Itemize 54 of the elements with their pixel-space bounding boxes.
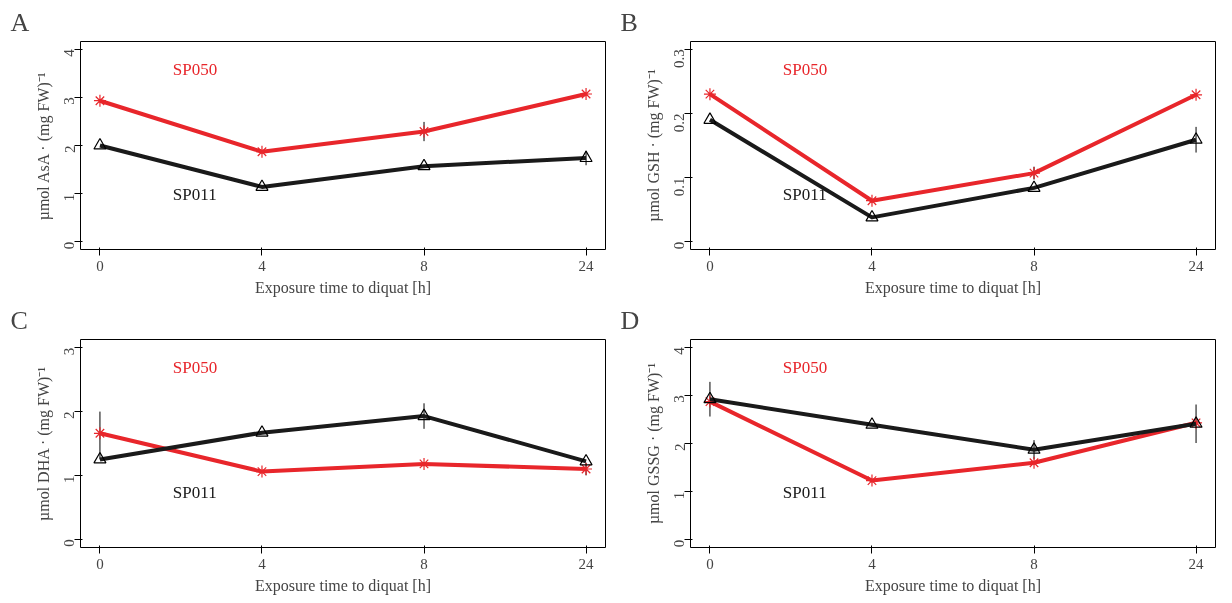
x-tick-label: 24 <box>1188 555 1205 572</box>
x-tick-label: 24 <box>1188 257 1205 274</box>
series-label: SP011 <box>782 184 827 204</box>
text: SP050 <box>782 59 828 79</box>
y-tick-label: 0.1 <box>671 177 688 197</box>
y-tick-label: 2 <box>61 145 78 153</box>
x-axis-title: Exposure time to diquat [h] <box>255 278 431 297</box>
x-tick-label: 4 <box>258 555 267 572</box>
y-tick-label: 2 <box>671 443 688 451</box>
text: SP050 <box>172 59 218 79</box>
y-tick-label: 1 <box>61 193 78 202</box>
y-tick-label: 4 <box>671 346 688 355</box>
chart-title: A <box>10 7 30 37</box>
text: SP011 <box>172 482 217 502</box>
y-tick-label: 3 <box>61 97 78 105</box>
y-axis-title: µmol AsA · (mg FW)⁻¹ <box>34 72 53 221</box>
y-tick-label: 0 <box>61 241 78 250</box>
x-axis-title: Exposure time to diquat [h] <box>865 278 1041 297</box>
y-tick-label: 0.2 <box>671 113 688 133</box>
chart-title: D <box>620 305 640 335</box>
x-tick-label: 24 <box>578 555 595 572</box>
text: SP011 <box>782 482 827 502</box>
x-tick-label: 4 <box>868 257 877 274</box>
text: SP050 <box>172 357 218 377</box>
x-tick-label: 0 <box>96 555 104 572</box>
y-tick-label: 0 <box>61 539 78 547</box>
y-tick-label: 1 <box>671 491 688 500</box>
x-tick-label: 0 <box>96 257 104 274</box>
y-axis-title: µmol GSH · (mg FW)⁻¹ <box>644 69 663 222</box>
x-tick-label: 8 <box>420 555 428 572</box>
chart-title: B <box>620 7 638 37</box>
series-label: SP011 <box>172 184 217 204</box>
y-tick-label: 2 <box>61 411 78 420</box>
x-tick-label: 0 <box>706 257 714 274</box>
x-tick-label: 4 <box>868 555 877 572</box>
y-tick-label: 0 <box>671 539 688 548</box>
x-axis-title: Exposure time to diquat [h] <box>865 576 1041 595</box>
x-tick-label: 8 <box>420 257 428 274</box>
y-tick-label: 3 <box>671 395 688 403</box>
text: SP050 <box>782 357 828 377</box>
y-axis-title: µmol GSSG · (mg FW)⁻¹ <box>644 362 663 525</box>
x-tick-label: 8 <box>1030 555 1038 572</box>
y-tick-label: 0 <box>671 241 688 250</box>
x-tick-label: 8 <box>1030 257 1038 274</box>
x-tick-label: 24 <box>578 257 595 274</box>
y-tick-label: 0.3 <box>671 49 688 68</box>
x-tick-label: 4 <box>258 257 267 274</box>
y-axis-title: µmol DHA · (mg FW)⁻¹ <box>34 366 53 521</box>
y-tick-label: 4 <box>61 48 78 57</box>
y-tick-label: 1 <box>61 475 78 483</box>
chart-title: C <box>10 305 28 335</box>
x-tick-label: 0 <box>706 555 714 572</box>
y-tick-label: 3 <box>61 347 78 356</box>
x-axis-title: Exposure time to diquat [h] <box>255 576 431 595</box>
